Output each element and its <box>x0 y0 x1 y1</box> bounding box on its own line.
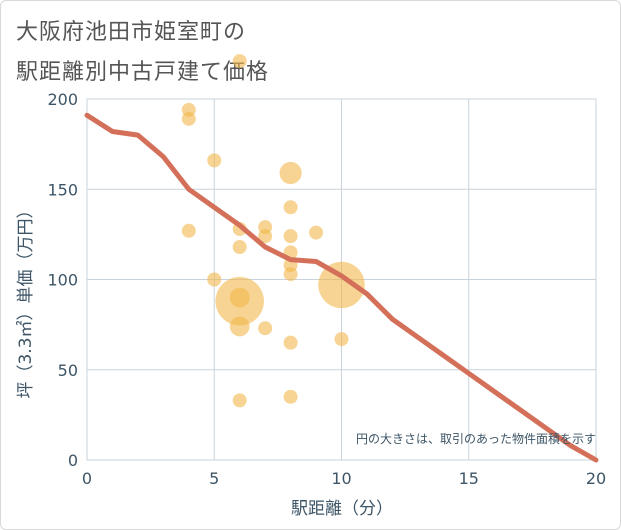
data-point <box>283 200 298 215</box>
data-point <box>181 223 196 238</box>
y-tick-label: 100 <box>47 271 78 290</box>
data-point <box>229 316 250 337</box>
data-point <box>229 287 250 308</box>
chart-title-line1: 大阪府池田市姫室町の <box>16 20 247 45</box>
y-tick-label: 0 <box>68 451 78 470</box>
data-point <box>232 54 247 69</box>
data-point <box>232 240 247 255</box>
trend-layer <box>84 112 599 463</box>
data-point <box>207 272 222 287</box>
trend-line <box>84 112 599 463</box>
data-point <box>283 267 298 282</box>
data-point <box>283 229 298 244</box>
x-tick-label: 20 <box>586 469 606 488</box>
data-point <box>232 393 247 408</box>
data-point <box>318 261 365 309</box>
y-tick-label: 50 <box>58 361 78 380</box>
data-point <box>283 335 298 350</box>
data-point <box>258 229 273 244</box>
data-point <box>181 111 196 126</box>
bubble-layer <box>181 54 365 408</box>
data-point <box>283 389 298 404</box>
y-tick-label: 200 <box>47 90 78 109</box>
y-axis-label: 坪（3.3㎡）単価（万円） <box>16 201 36 398</box>
area-note: 円の大きさは、取引のあった物件面積を示す <box>356 431 596 446</box>
x-tick-label: 5 <box>209 469 219 488</box>
y-tick-label: 150 <box>47 180 78 199</box>
x-tick-label: 0 <box>82 469 92 488</box>
data-point <box>334 332 349 347</box>
x-tick-label: 10 <box>331 469 351 488</box>
chart-title-line2: 駅距離別中古戸建て価格 <box>16 60 270 85</box>
x-tick-label: 15 <box>459 469 479 488</box>
data-point <box>207 153 222 168</box>
data-point <box>279 161 302 185</box>
x-axis-label: 駅距離（分） <box>291 499 393 519</box>
data-point <box>258 321 273 336</box>
data-point <box>309 225 324 240</box>
